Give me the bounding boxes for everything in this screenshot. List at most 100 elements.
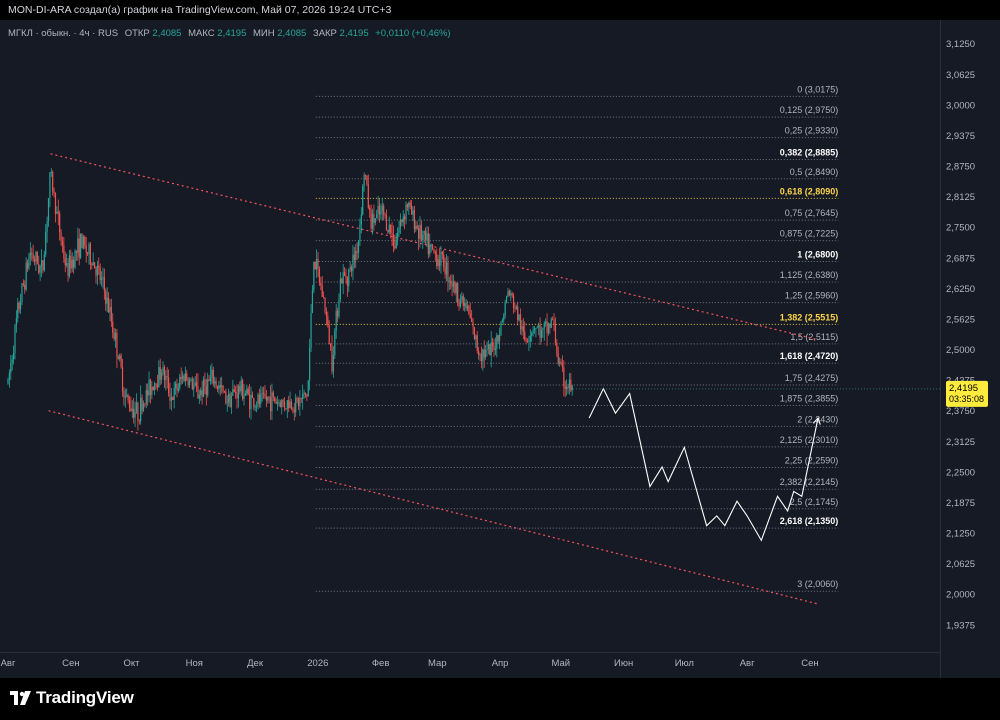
candle-body [123,390,125,398]
candle-body [343,272,346,276]
candle-body [317,258,319,270]
candle-body [53,191,55,194]
candle-body [42,260,44,271]
candle-body [116,332,118,357]
candle-body [364,174,367,176]
candle-body [15,318,17,326]
candle-body [89,243,91,265]
y-tick-label: 2,6250 [946,284,975,295]
candle-body [304,392,307,396]
candle-body [542,328,544,331]
candle-body [127,394,129,401]
candle-body [130,407,132,412]
tradingview-logo[interactable]: TradingView [10,688,134,708]
candle-body [50,171,52,173]
candle-body [91,264,93,266]
candle-body [126,394,128,397]
candle-body [240,380,242,392]
candle-body [406,204,409,208]
candle-body [353,254,355,261]
candle-body [545,321,547,324]
y-tick-label: 1,9375 [946,620,975,631]
candle-body [80,233,82,258]
candle-body [92,262,94,266]
x-tick-label: Июл [675,658,694,669]
candle-body [64,258,66,266]
candle-body [508,291,510,296]
candle-body [391,233,393,235]
candle-body [195,382,198,387]
candle-body [306,395,308,397]
candle-body [469,313,471,319]
candle-body [485,349,487,358]
x-tick-label: Май [552,658,571,669]
candle-body [318,269,321,283]
candlestick-chart[interactable]: 0 (3,0175) 0,125 (2,9750) 0,25 (2,9330) 0,3… [0,20,1000,678]
candle-body [255,406,258,408]
legend-low-value: 2,4085 [277,28,306,39]
fib-level-label: 0,382 (2,8885) [780,147,839,157]
candle-body [102,276,104,278]
candle-body [187,380,189,386]
candle-body [174,383,177,388]
candle-body [269,397,272,412]
candle-body [155,383,157,385]
candle-body [415,225,417,230]
candle-body [31,252,33,254]
candle-body [528,341,530,343]
candle-body [483,349,485,358]
candle-body [165,376,167,380]
candle-body [260,394,262,404]
candle-body [107,297,110,313]
candle-body [357,241,360,253]
y-tick-label: 2,2500 [946,467,975,478]
candle-body [360,214,362,225]
y-tick-label: 2,1875 [946,498,975,509]
legend-close-label: ЗАКР [313,28,337,39]
candle-body [349,267,351,270]
candle-body [356,251,358,253]
candle-body [52,171,54,192]
candle-body [327,316,329,326]
candle-body [117,356,119,360]
candle-body [216,386,219,390]
candle-body [43,254,45,271]
candles [7,168,573,431]
candle-body [243,395,245,399]
fib-level-label: 0,875 (2,7225) [780,229,839,239]
y-tick-label: 2,0625 [946,559,975,570]
fib-level-label: 1,382 (2,5515) [780,312,839,322]
candle-body [388,224,390,233]
candle-body [497,335,499,342]
last-price: 2,4195 [949,383,978,394]
candle-body [355,251,357,261]
y-tick-label: 2,8125 [946,192,975,203]
candle-body [60,232,62,241]
candle-body [525,339,527,341]
tradingview-logo-icon [10,691,31,705]
fib-level-label: 0,618 (2,8090) [780,186,839,196]
candle-body [61,240,64,246]
candle-body [471,318,473,323]
candle-body [313,261,315,290]
legend-change: +0,0110 (+0,46%) [375,28,450,39]
chart-panel[interactable]: 0 (3,0175) 0,125 (2,9750) 0,25 (2,9330) 0,3… [0,20,1000,678]
y-tick-label: 2,3125 [946,437,975,448]
legend-open-value: 2,4085 [152,28,181,39]
candle-body [385,215,388,231]
x-tick-label: 2026 [307,658,328,669]
y-tick-label: 2,0000 [946,590,975,601]
y-tick-label: 2,8750 [946,162,975,173]
candle-body [278,402,280,404]
candle-body [345,275,347,278]
candle-body [524,331,526,340]
candle-body [387,230,389,233]
candle-body [159,367,161,380]
fib-level-label: 2,125 (2,3010) [780,435,839,445]
candle-body [451,283,453,287]
x-tick-label: Фев [372,658,390,669]
candle-body [519,314,522,330]
projection-line [588,387,819,542]
candle-body [161,373,163,380]
candle-body [170,397,172,401]
